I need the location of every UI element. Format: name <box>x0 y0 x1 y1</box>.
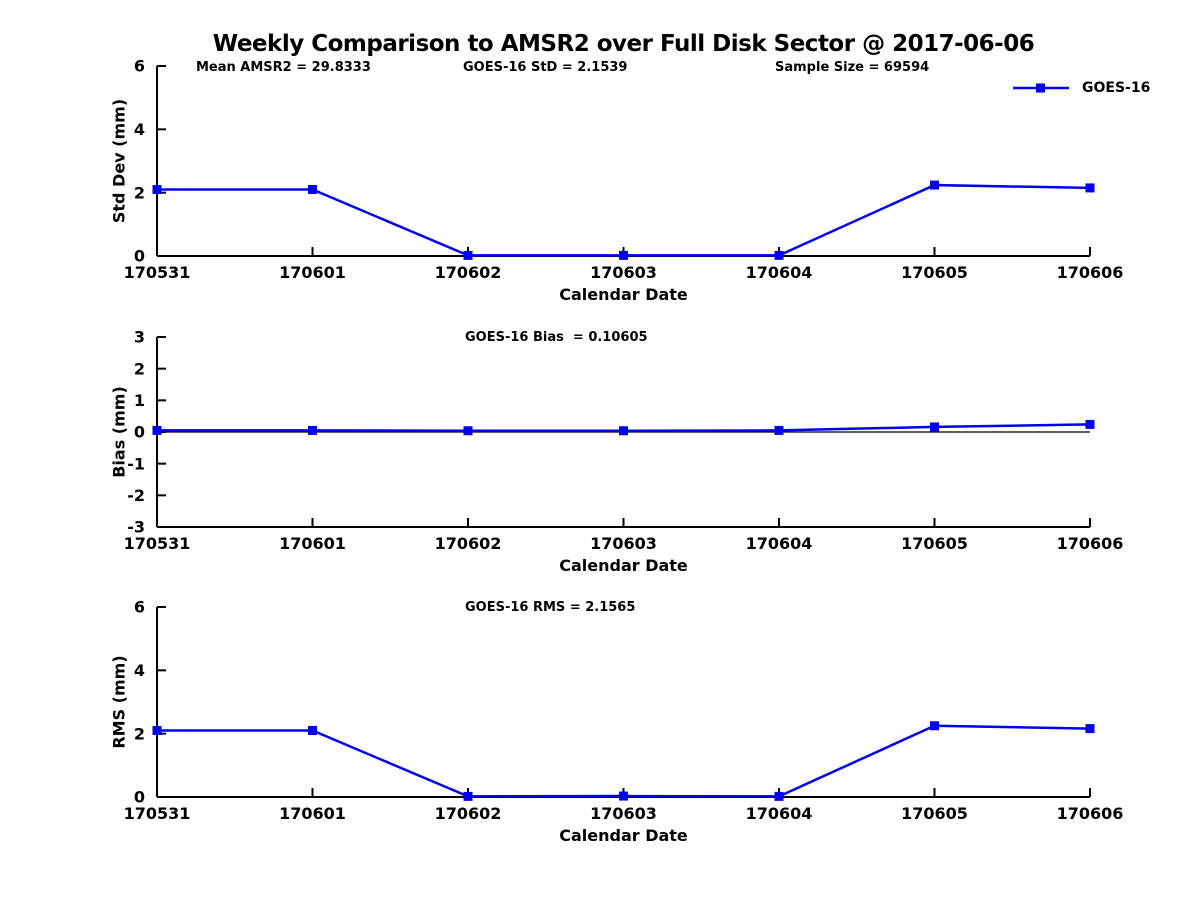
x-tick-label: 170601 <box>279 804 346 823</box>
x-tick-label: 170606 <box>1057 804 1124 823</box>
x-tick-label: 170531 <box>124 534 191 553</box>
data-point-marker <box>930 721 939 731</box>
data-point-marker <box>463 791 473 801</box>
x-tick-label: 170604 <box>746 804 813 823</box>
x-tick-label: 170604 <box>746 263 813 282</box>
y-tick-label: 3 <box>134 328 145 347</box>
data-point-marker <box>1085 183 1095 193</box>
x-tick-label: 170531 <box>124 804 191 823</box>
data-point-marker <box>619 250 628 260</box>
legend: GOES-16 <box>1012 80 1150 96</box>
x-tick-label: 170605 <box>901 534 968 553</box>
annotation-goes16-bias: GOES-16 Bias = 0.10605 <box>465 330 648 345</box>
data-point-marker <box>619 791 628 801</box>
y-tick-label: -3 <box>127 518 145 537</box>
data-point-marker <box>774 250 784 260</box>
x-tick-label: 170603 <box>590 804 657 823</box>
data-point-marker <box>1085 724 1095 734</box>
data-point-marker <box>1085 419 1095 429</box>
figure-title: Weekly Comparison to AMSR2 over Full Dis… <box>212 31 1035 57</box>
annotation-mean-amsr2: Mean AMSR2 = 29.8333 <box>196 60 371 75</box>
x-tick-label: 170531 <box>124 263 191 282</box>
data-point-marker <box>774 791 784 801</box>
y-tick-label: 2 <box>134 183 145 202</box>
x-tick-label: 170606 <box>1057 263 1124 282</box>
subplot-1: -3 -2 -1 0 1 2 3 170531 170601 170602 170603 170604… <box>124 328 1124 553</box>
y-tick-label: 1 <box>134 391 145 410</box>
ylabel-bias: Bias (mm) <box>109 386 129 478</box>
annotation-goes16-rms: GOES-16 RMS = 2.1565 <box>465 600 636 615</box>
x-tick-label: 170605 <box>901 804 968 823</box>
x-tick-label: 170605 <box>901 263 968 282</box>
data-point-marker <box>619 426 628 436</box>
data-point-marker <box>308 185 317 194</box>
data-point-marker <box>930 180 939 190</box>
data-point-marker <box>152 726 162 735</box>
y-tick-label: 4 <box>134 120 145 139</box>
y-tick-label: -1 <box>127 454 145 473</box>
x-tick-label: 170602 <box>435 534 502 553</box>
y-tick-label: 6 <box>134 57 145 76</box>
y-tick-label: 0 <box>134 423 145 442</box>
x-tick-label: 170602 <box>435 804 502 823</box>
y-tick-label: 6 <box>134 598 145 617</box>
series-line-goes-16 <box>157 724 1091 798</box>
y-tick-label: -2 <box>127 486 145 505</box>
ylabel-std-dev: Std Dev (mm) <box>109 98 129 224</box>
annotation-sample-size: Sample Size = 69594 <box>775 60 930 75</box>
subplot-2: 0 2 4 6 170531 170601 170602 170603 170604 170605… <box>124 598 1124 823</box>
data-point-marker <box>308 726 317 735</box>
xlabel-calendar-date-bottom: Calendar Date <box>559 826 688 845</box>
x-tick-label: 170603 <box>590 534 657 553</box>
legend-label: GOES-16 <box>1082 80 1151 96</box>
xlabel-calendar-date-middle: Calendar Date <box>559 556 688 575</box>
data-point-marker <box>463 250 473 260</box>
y-tick-label: 2 <box>134 724 145 743</box>
y-tick-label: 0 <box>134 247 145 266</box>
x-tick-label: 170602 <box>435 263 502 282</box>
data-point-marker <box>463 426 473 436</box>
x-tick-label: 170604 <box>746 534 813 553</box>
data-point-marker <box>152 425 162 435</box>
annotation-goes16-std: GOES-16 StD = 2.1539 <box>463 60 628 75</box>
y-tick-label: 4 <box>134 661 145 680</box>
series-line-goes-16 <box>157 183 1091 257</box>
legend-line-swatch <box>1013 83 1069 93</box>
x-tick-label: 170603 <box>590 263 657 282</box>
y-tick-label: 0 <box>134 788 145 807</box>
x-tick-label: 170601 <box>279 534 346 553</box>
xlabel-calendar-date-top: Calendar Date <box>559 285 688 304</box>
ylabel-rms: RMS (mm) <box>109 655 129 749</box>
data-point-marker <box>308 425 317 435</box>
subplot-0: 0 2 4 6 170531 170601 170602 170603 170604 170605… <box>124 57 1124 282</box>
x-tick-label: 170606 <box>1057 534 1124 553</box>
x-tick-label: 170601 <box>279 263 346 282</box>
data-point-marker <box>930 422 939 432</box>
data-point-marker <box>152 185 162 194</box>
data-point-marker <box>774 425 784 435</box>
y-tick-label: 2 <box>134 359 145 378</box>
